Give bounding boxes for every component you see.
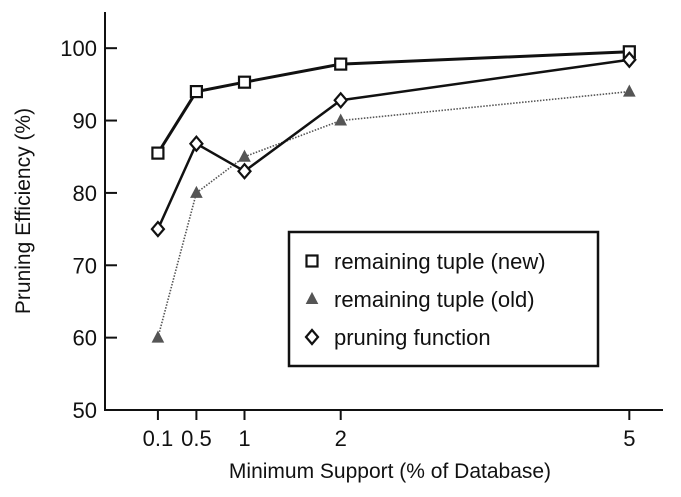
data-point [151, 330, 165, 343]
legend-marker [304, 328, 320, 346]
y-axis-label: Pruning Efficiency (%) [12, 108, 35, 314]
legend-item: remaining tuple (new) [305, 249, 546, 274]
data-point [237, 75, 252, 89]
y-tick-label: 70 [73, 253, 97, 278]
data-point [190, 185, 203, 198]
legend-label: pruning function [334, 325, 491, 350]
data-point [238, 149, 251, 162]
data-point [334, 113, 348, 126]
y-tick-label: 90 [73, 109, 97, 134]
x-tick-label: 0.1 [143, 426, 174, 451]
data-point [188, 135, 204, 153]
data-point [333, 91, 349, 109]
series-square [151, 45, 636, 160]
series-diamond [150, 51, 637, 238]
y-tick-label: 80 [73, 181, 97, 206]
data-point [237, 162, 252, 180]
series-triangle [151, 84, 636, 343]
data-point [150, 220, 166, 238]
legend: remaining tuple (new) remaining tuple (ol… [287, 230, 600, 368]
series-line [157, 90, 630, 338]
data-point [623, 84, 636, 97]
legend-item: remaining tuple (old) [305, 287, 535, 312]
x-axis-label: Minimum Support (% of Database) [229, 460, 551, 483]
legend-box [287, 230, 600, 368]
data-point [621, 51, 637, 69]
x-tick-label: 5 [623, 426, 635, 451]
data-point [334, 57, 348, 71]
legend-item: pruning function [304, 325, 491, 350]
series-layer [150, 45, 637, 343]
x-axis-ticks: 0.1 0.5 1 2 5 [143, 410, 635, 451]
legend-marker [305, 291, 319, 304]
series-line [156, 50, 630, 154]
x-tick-label: 1 [238, 426, 250, 451]
y-tick-label: 100 [60, 36, 97, 61]
legend-label: remaining tuple (old) [334, 287, 535, 312]
x-tick-label: 2 [335, 426, 347, 451]
y-tick-label: 50 [73, 398, 97, 423]
data-point [189, 84, 203, 99]
y-tick-label: 60 [73, 326, 97, 351]
data-point [151, 146, 165, 160]
x-tick-label: 0.5 [181, 426, 212, 451]
legend-marker [305, 254, 319, 268]
legend-label: remaining tuple (new) [334, 249, 546, 274]
y-axis-ticks: 50 60 70 80 90 100 [60, 36, 117, 423]
